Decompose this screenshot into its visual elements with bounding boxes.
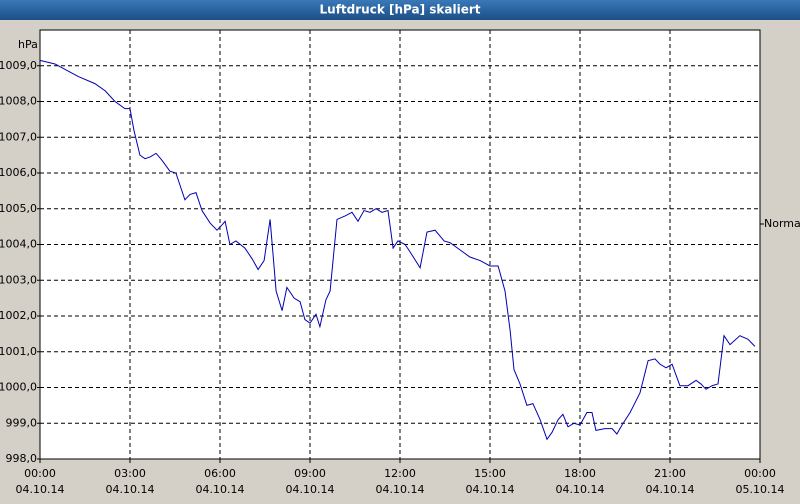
x-tick-label: 09:00 <box>294 467 326 480</box>
x-tick-label: 03:00 <box>114 467 146 480</box>
x-tick-label: 18:00 <box>564 467 596 480</box>
x-tick-date: 04.10.14 <box>16 483 65 496</box>
x-tick-date: 04.10.14 <box>646 483 695 496</box>
y-axis-label: hPa <box>18 38 38 51</box>
x-tick-date: 04.10.14 <box>376 483 425 496</box>
x-tick-label: 12:00 <box>384 467 416 480</box>
x-tick-label: 15:00 <box>474 467 506 480</box>
y-tick-label: 1009,0 <box>0 59 37 72</box>
y-tick-label: 1006,0 <box>0 166 37 179</box>
x-tick-date: 04.10.14 <box>556 483 605 496</box>
line <box>39 59 756 441</box>
y-tick-label: 1001,0 <box>0 345 37 358</box>
x-tick-date: 04.10.14 <box>196 483 245 496</box>
annotation: Normal <box>764 217 800 230</box>
y-tick-label: 1004,0 <box>0 238 37 251</box>
x-tick-label: 00:00 <box>24 467 56 480</box>
y-tick-label: 1007,0 <box>0 130 37 143</box>
y-tick-label: 999,0 <box>6 416 38 429</box>
x-tick-date: 05.10.14 <box>736 483 785 496</box>
chart-title: Luftdruck [hPa] skaliert <box>320 3 481 17</box>
x-tick-date: 04.10.14 <box>466 483 515 496</box>
x-tick-label: 00:00 <box>744 467 776 480</box>
y-tick-label: 1003,0 <box>0 273 37 286</box>
y-tick-label: 998,0 <box>6 452 38 465</box>
y-tick-label: 1005,0 <box>0 202 37 215</box>
x-tick-date: 04.10.14 <box>106 483 155 496</box>
y-tick-label: 1002,0 <box>0 309 37 322</box>
x-tick-date: 04.10.14 <box>286 483 335 496</box>
y-tick-label: 1000,0 <box>0 381 37 394</box>
y-tick-label: 1008,0 <box>0 95 37 108</box>
title-bar <box>0 0 800 20</box>
x-tick-label: 21:00 <box>654 467 686 480</box>
x-tick-label: 06:00 <box>204 467 236 480</box>
